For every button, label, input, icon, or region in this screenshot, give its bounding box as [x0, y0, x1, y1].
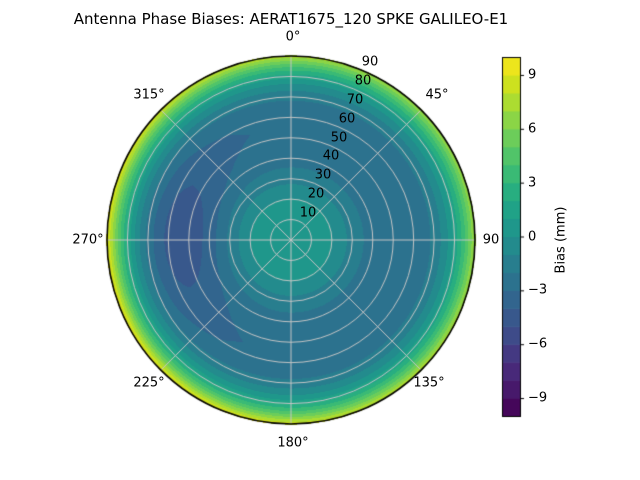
theta-tick-label: 90 — [482, 232, 500, 248]
theta-tick-label: 45° — [425, 87, 449, 103]
colorbar-tick-label: 6 — [528, 121, 537, 137]
r-tick-label: 20 — [307, 186, 325, 202]
theta-tick-label: 315° — [133, 87, 165, 103]
r-tick-label: 50 — [330, 130, 348, 146]
colorbar-tick-label: 3 — [528, 175, 537, 191]
r-tick-label: 10 — [299, 205, 317, 221]
colorbar-tick-label: 0 — [528, 229, 537, 245]
r-tick-label: 40 — [322, 148, 340, 164]
colorbar-tick-label: −6 — [528, 336, 548, 352]
colorbar-tick-label: 9 — [528, 67, 537, 83]
colorbar-tick-label: −3 — [528, 282, 548, 298]
theta-tick-label: 0° — [285, 29, 301, 45]
r-tick-label: 30 — [314, 167, 332, 183]
theta-tick-label: 135° — [413, 375, 445, 391]
r-tick-label: 90 — [361, 54, 379, 70]
colorbar-tick-label: −9 — [528, 390, 548, 406]
chart-title: Antenna Phase Biases: AERAT1675_120 SPKE… — [73, 10, 509, 28]
r-tick-label: 60 — [338, 111, 356, 127]
theta-tick-label: 270° — [72, 232, 104, 248]
r-tick-label: 70 — [346, 92, 364, 108]
theta-tick-label: 180° — [277, 435, 309, 451]
r-tick-label: 80 — [354, 73, 372, 89]
theta-tick-label: 225° — [133, 375, 165, 391]
colorbar-axis-label: Bias (mm) — [553, 206, 569, 274]
